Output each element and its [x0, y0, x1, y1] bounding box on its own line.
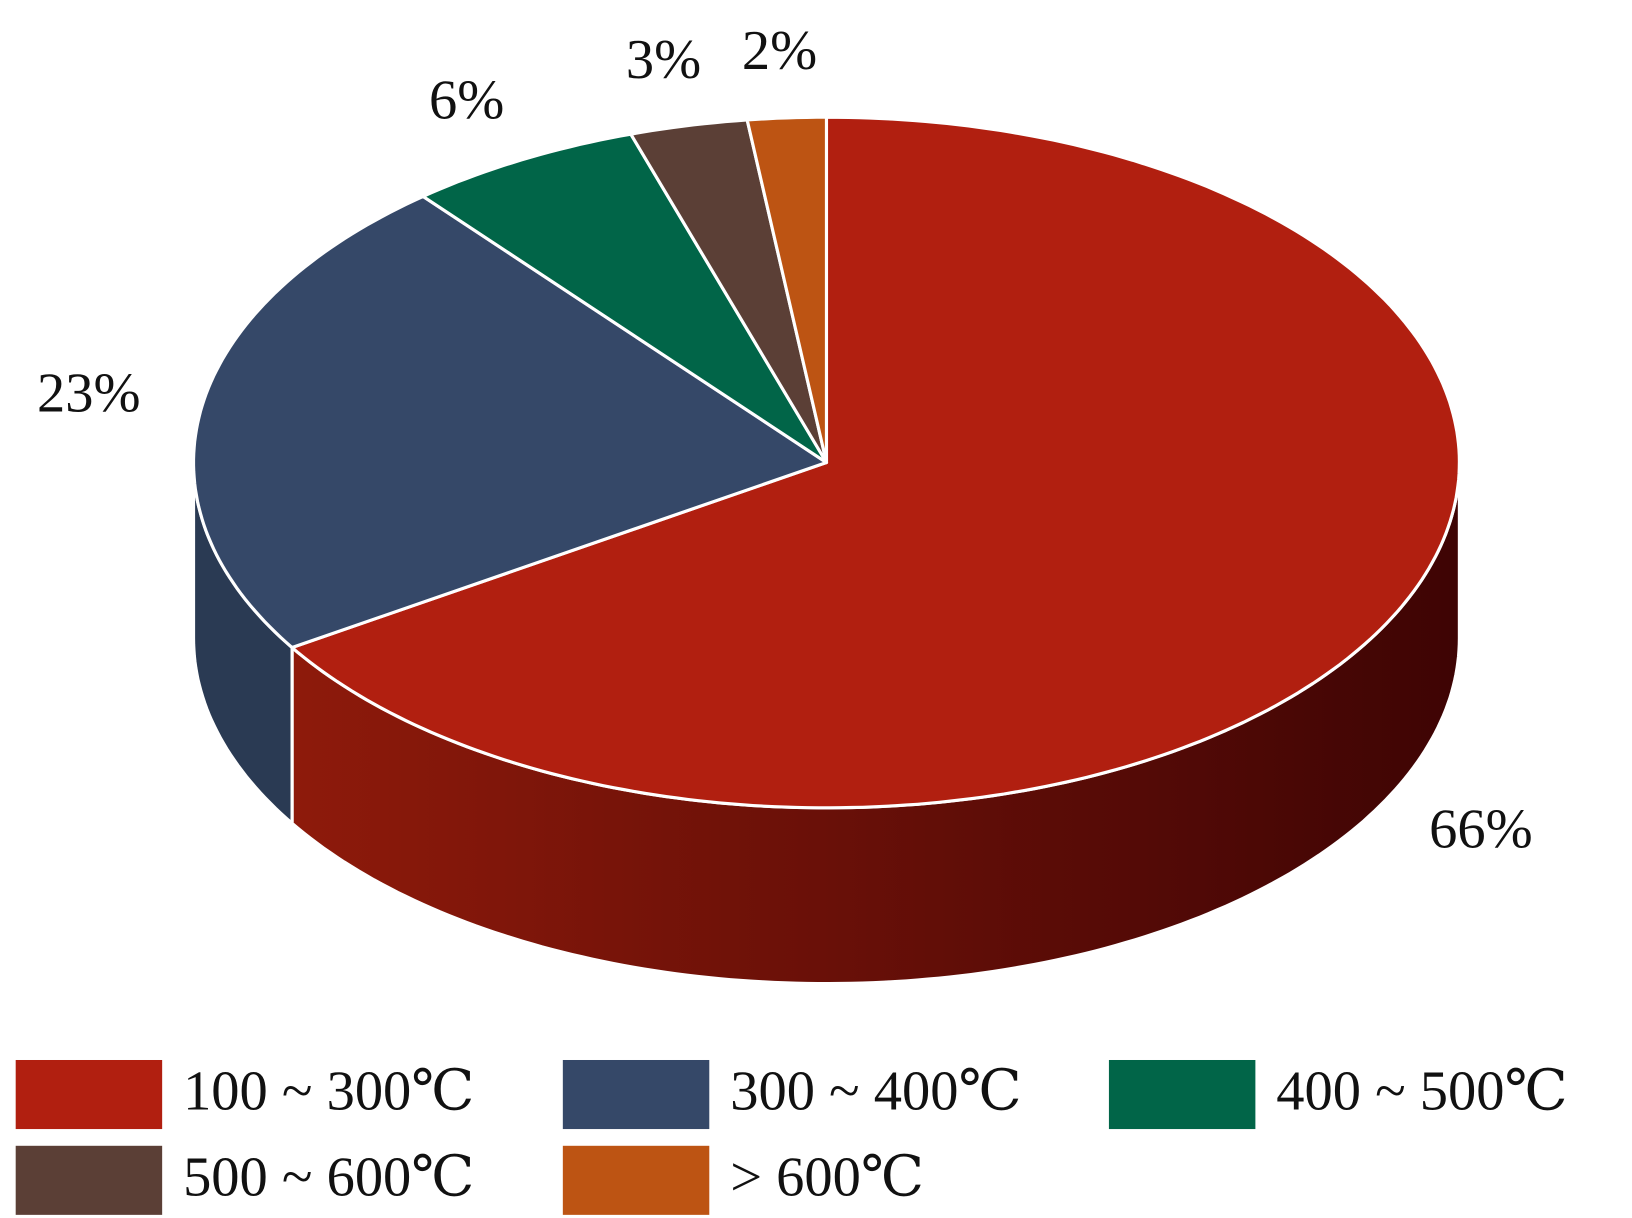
- legend-label: > 600℃: [730, 1146, 924, 1208]
- data-label: 23%: [37, 363, 141, 425]
- legend-label: 500 ~ 600℃: [183, 1146, 474, 1208]
- data-label: 2%: [742, 20, 817, 82]
- legend-label: 100 ~ 300℃: [183, 1061, 474, 1123]
- slice: [421, 132, 829, 465]
- legend-swatch: [562, 1059, 710, 1130]
- data-label: 3%: [626, 29, 701, 91]
- legend-swatch: [15, 1145, 163, 1215]
- legend-swatch: [1108, 1059, 1256, 1130]
- slice: [629, 118, 829, 465]
- legend-label: 300 ~ 400℃: [730, 1061, 1021, 1123]
- data-label: 66%: [1429, 799, 1533, 861]
- legend-label: 400 ~ 500℃: [1276, 1061, 1567, 1123]
- slice: [191, 194, 829, 650]
- legend-swatch: [15, 1059, 163, 1130]
- legend-swatch: [562, 1145, 710, 1215]
- slice: [290, 115, 1461, 810]
- slice: [745, 115, 829, 465]
- data-label: 6%: [429, 69, 504, 131]
